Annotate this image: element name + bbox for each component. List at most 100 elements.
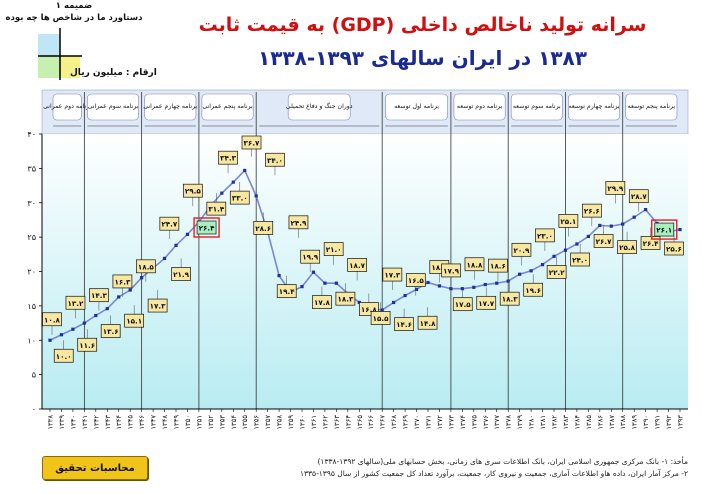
x-tick-label: ۱۳۴۳ (104, 415, 112, 430)
x-tick-label: ۱۳۷۳ (447, 415, 455, 430)
research-calculations-button[interactable]: محاسبات تحقیق (42, 456, 148, 480)
data-point (575, 242, 579, 246)
data-label-box (206, 201, 227, 216)
data-label-box (89, 288, 109, 303)
data-point (644, 208, 648, 212)
data-point (117, 295, 121, 299)
data-label: ۱۱.۶ (79, 341, 95, 350)
data-label-box (488, 258, 508, 273)
x-tick-label: ۱۳۸۶ (596, 415, 604, 430)
x-tick-label: ۱۳۵۷ (264, 415, 272, 430)
period-box (453, 93, 506, 121)
data-label-box (511, 242, 532, 257)
data-point (483, 282, 487, 287)
data-label: ۱۶.۳ (114, 277, 131, 286)
data-point (59, 333, 64, 337)
data-label: ۲۶.۶ (584, 207, 600, 216)
data-point (300, 285, 304, 289)
data-label-box (196, 220, 217, 235)
x-tick-label: ۱۳۳۹ (58, 415, 66, 430)
data-point (506, 279, 510, 283)
x-tick-label: ۱۳۴۹ (173, 415, 181, 430)
data-label: ۲۳.۰ (537, 231, 553, 240)
unit-label: ارقام : میلیون ریال (70, 68, 157, 78)
data-label-box (570, 252, 590, 267)
data-point (632, 215, 636, 219)
data-label: ۱۶.۸ (361, 305, 378, 314)
x-tick-label: ۱۳۷۴ (459, 415, 467, 430)
period-box (568, 93, 621, 121)
x-tick-label: ۱۳۸۱ (539, 415, 547, 430)
data-label: ۱۸.۴ (431, 263, 448, 272)
data-point (311, 270, 316, 274)
period-label: برنامه اول توسعه (394, 103, 439, 110)
data-labels: ۱۰.۸ ۱۰.۰ ۱۳.۲ ۱۱.۶ ۱۴.۳ ۱۳.۶ ۱۶.۳ ۱۵.۱ ۱۸.۵ ۱۷.۳… (42, 135, 684, 363)
data-label-box (464, 257, 485, 272)
data-label-box (159, 216, 180, 231)
data-point (128, 288, 132, 292)
data-point (334, 281, 338, 285)
x-tick-label: ۱۳۷۷ (493, 415, 501, 430)
period-label: برنامه سوم عمرانی (88, 103, 139, 110)
period-label: برنامه چهارم توسعه (569, 103, 620, 110)
period-label: برنامه پنجم عمرانی (202, 103, 253, 110)
data-label: ۳۱.۴ (208, 205, 225, 214)
data-point (231, 180, 235, 184)
data-label-box (370, 311, 391, 325)
data-label-box (523, 282, 544, 297)
data-point (71, 327, 75, 331)
data-label: ۲۵.۱ (560, 217, 576, 226)
data-label-box (628, 189, 649, 204)
data-point (621, 222, 625, 226)
data-label-box (218, 150, 238, 165)
x-tick-label: ۱۳۸۳ (562, 415, 570, 430)
data-label: ۲۲.۲ (549, 268, 566, 277)
data-label: ۱۳.۶ (103, 327, 119, 336)
data-label: ۳۴.۳ (220, 154, 237, 163)
data-label: ۱۶.۵ (408, 276, 425, 285)
data-label: ۱۵.۱ (126, 317, 142, 326)
x-tick-label: ۱۳۷۹ (516, 415, 524, 430)
data-label-box (229, 190, 250, 205)
data-label: ۳۳.۰ (232, 194, 248, 203)
data-label: ۱۴.۳ (91, 291, 108, 300)
data-point (162, 256, 167, 261)
data-label: ۱۸.۷ (349, 261, 366, 270)
data-label-box (664, 241, 684, 256)
data-label: ۲۶.۴ (199, 224, 216, 233)
x-tick-label: ۱۳۹۳ (677, 415, 685, 430)
y-tick-label: ۱۵ (27, 302, 36, 311)
x-tick-label: ۱۳۵۲ (207, 415, 215, 430)
period-label: برنامه سوم توسعه (513, 103, 561, 110)
data-label-box (182, 183, 203, 198)
x-tick-label: ۱۳۵۶ (253, 415, 261, 430)
data-point (472, 285, 476, 289)
x-tick-label: ۱۳۴۸ (161, 415, 169, 430)
data-label: ۱۰.۰ (56, 352, 72, 361)
y-tick-label: ۱۰ (27, 336, 36, 345)
period-box (510, 93, 563, 121)
data-point (48, 338, 52, 342)
data-label-box (53, 348, 74, 363)
period-box (287, 93, 351, 121)
data-point (563, 248, 568, 252)
data-point (598, 223, 602, 228)
period-label: دوران جنگ و دفاع تحمیلی (286, 102, 353, 110)
data-point (140, 276, 144, 280)
data-label-box (171, 267, 191, 281)
x-tick-label: ۱۳۵۸ (276, 415, 284, 430)
data-label: ۲۶.۷ (596, 237, 613, 246)
data-label: ۲۱.۹ (173, 270, 190, 279)
data-label: ۱۸.۳ (337, 295, 354, 304)
data-point (220, 191, 224, 195)
sources-note: مأخذ: ۱- بانک مرکزی جمهوری اسلامی ایران،… (240, 456, 688, 480)
data-label: ۱۷.۵ (455, 300, 472, 309)
data-label: ۱۸.۶ (490, 262, 506, 271)
data-point (552, 254, 556, 258)
gdp-markers (48, 168, 682, 342)
x-tick-label: ۱۳۶۲ (321, 415, 329, 430)
x-tick-label: ۱۳۶۸ (390, 415, 398, 430)
data-point (586, 234, 590, 239)
data-label-box (241, 135, 262, 150)
